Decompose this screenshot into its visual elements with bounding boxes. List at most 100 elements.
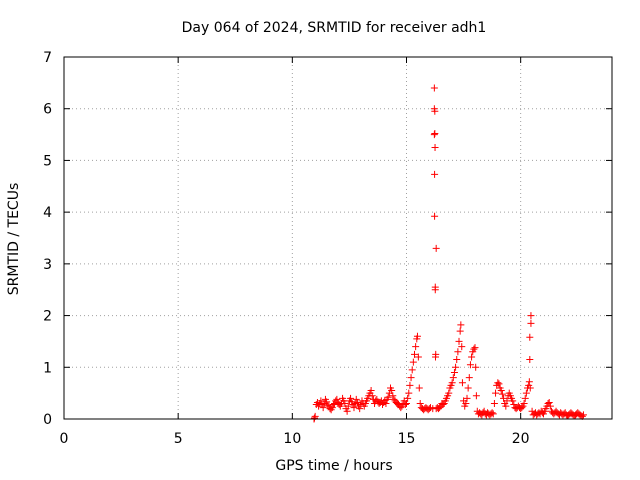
data-point bbox=[367, 387, 375, 395]
data-point bbox=[464, 384, 472, 392]
x-axis-label: GPS time / hours bbox=[275, 458, 392, 474]
data-point bbox=[472, 392, 480, 400]
data-point bbox=[520, 399, 528, 407]
data-point bbox=[445, 389, 453, 397]
data-point bbox=[436, 404, 444, 412]
data-point bbox=[406, 381, 414, 389]
data-point bbox=[347, 394, 355, 402]
data-point bbox=[462, 399, 470, 407]
data-point bbox=[495, 380, 503, 388]
data-point bbox=[466, 361, 474, 369]
data-point bbox=[452, 363, 460, 371]
y-axis-label: SRMTID / TECUs bbox=[6, 183, 22, 296]
data-point bbox=[431, 107, 439, 115]
data-point bbox=[522, 389, 530, 397]
data-point bbox=[455, 337, 463, 345]
data-point bbox=[498, 390, 506, 398]
data-point bbox=[472, 363, 480, 371]
data-point bbox=[509, 397, 517, 405]
data-point bbox=[408, 366, 416, 374]
data-point bbox=[397, 404, 405, 412]
data-point bbox=[333, 395, 341, 403]
data-point bbox=[526, 356, 534, 364]
data-point bbox=[431, 353, 439, 361]
data-point bbox=[350, 404, 358, 412]
y-tick-label: 3 bbox=[43, 257, 52, 273]
x-tick-label: 20 bbox=[512, 431, 530, 447]
data-point bbox=[407, 374, 415, 382]
data-point bbox=[439, 401, 447, 409]
data-point bbox=[431, 212, 439, 220]
data-point bbox=[465, 374, 473, 382]
data-point bbox=[431, 170, 439, 178]
data-point bbox=[412, 343, 420, 351]
data-point bbox=[414, 353, 422, 361]
data-point bbox=[489, 410, 497, 418]
data-point bbox=[497, 387, 505, 395]
data-point bbox=[409, 358, 417, 366]
data-point bbox=[328, 404, 336, 412]
data-point bbox=[431, 130, 439, 138]
data-point bbox=[470, 345, 478, 353]
data-point bbox=[579, 411, 587, 419]
data-point bbox=[490, 399, 498, 407]
data-point bbox=[457, 321, 465, 329]
data-point bbox=[518, 404, 526, 412]
data-point bbox=[527, 319, 535, 327]
data-point bbox=[356, 405, 364, 413]
data-point bbox=[368, 392, 376, 400]
data-point bbox=[431, 286, 439, 294]
data-point bbox=[389, 392, 397, 400]
data-point bbox=[430, 84, 438, 92]
data-point bbox=[458, 379, 466, 387]
y-tick-label: 2 bbox=[43, 309, 52, 325]
data-point bbox=[453, 356, 461, 364]
data-point bbox=[527, 312, 535, 320]
data-point bbox=[352, 395, 360, 403]
data-point bbox=[405, 389, 413, 397]
data-point bbox=[382, 399, 390, 407]
y-tick-label: 1 bbox=[43, 360, 52, 376]
data-point bbox=[521, 394, 529, 402]
tick-labels: 0 5 10 15 20 0 1 2 3 4 5 6 7 bbox=[43, 50, 530, 447]
chart-title: Day 064 of 2024, SRMTID for receiver adh… bbox=[182, 20, 487, 36]
data-point bbox=[492, 389, 500, 397]
y-tick-label: 4 bbox=[43, 205, 52, 221]
data-point bbox=[454, 348, 462, 356]
data-point bbox=[525, 378, 533, 386]
y-tick-label: 6 bbox=[43, 102, 52, 118]
data-points bbox=[310, 84, 587, 423]
data-point bbox=[458, 343, 466, 351]
data-point bbox=[323, 398, 331, 406]
data-point bbox=[401, 401, 409, 409]
axis-ticks bbox=[63, 56, 612, 420]
data-point bbox=[431, 144, 439, 151]
grid-lines bbox=[64, 57, 612, 419]
y-tick-label: 0 bbox=[43, 412, 52, 428]
data-point bbox=[404, 394, 412, 402]
data-point bbox=[545, 398, 553, 406]
plot-frame bbox=[63, 56, 613, 420]
data-point bbox=[471, 344, 479, 352]
data-point bbox=[384, 393, 392, 401]
x-tick-label: 15 bbox=[398, 431, 416, 447]
x-tick-label: 0 bbox=[60, 431, 69, 447]
data-point bbox=[510, 401, 518, 409]
y-tick-label: 7 bbox=[43, 50, 52, 66]
x-tick-label: 5 bbox=[174, 431, 183, 447]
data-point bbox=[463, 394, 471, 402]
data-point bbox=[415, 384, 423, 392]
data-point bbox=[432, 244, 440, 252]
data-point bbox=[526, 384, 534, 392]
data-point bbox=[546, 402, 554, 410]
data-point bbox=[410, 350, 418, 358]
data-point bbox=[413, 332, 421, 340]
data-point bbox=[310, 414, 318, 422]
data-point bbox=[403, 399, 410, 407]
data-point bbox=[494, 379, 502, 387]
data-point bbox=[416, 399, 424, 407]
x-tick-label: 10 bbox=[283, 431, 301, 447]
data-point bbox=[468, 353, 476, 361]
data-point bbox=[449, 374, 457, 382]
